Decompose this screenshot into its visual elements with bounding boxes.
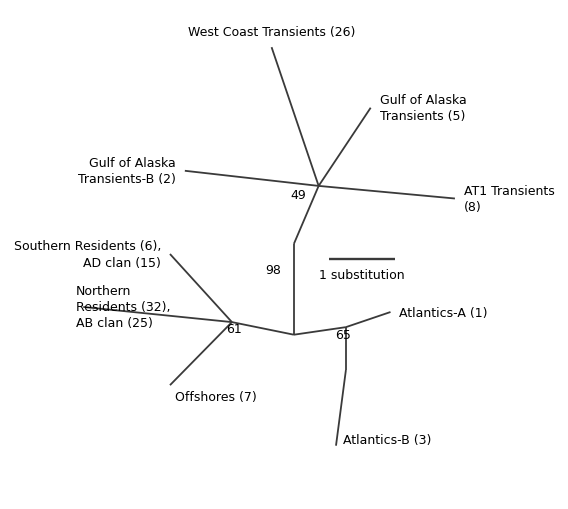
Text: Atlantics-A (1): Atlantics-A (1) [399,306,488,319]
Text: 1 substitution: 1 substitution [319,269,405,281]
Text: Offshores (7): Offshores (7) [175,390,257,404]
Text: AT1 Transients
(8): AT1 Transients (8) [464,185,554,214]
Text: Atlantics-B (3): Atlantics-B (3) [344,433,432,446]
Text: Gulf of Alaska
Transients (5): Gulf of Alaska Transients (5) [379,94,466,123]
Text: 61: 61 [226,323,242,335]
Text: Northern
Residents (32),
AB clan (25): Northern Residents (32), AB clan (25) [76,285,170,330]
Text: 65: 65 [335,329,351,342]
Text: 98: 98 [266,263,282,276]
Text: Southern Residents (6),
AD clan (15): Southern Residents (6), AD clan (15) [14,240,161,269]
Text: Gulf of Alaska
Transients-B (2): Gulf of Alaska Transients-B (2) [78,157,176,186]
Text: West Coast Transients (26): West Coast Transients (26) [188,26,355,39]
Text: 49: 49 [290,189,306,202]
